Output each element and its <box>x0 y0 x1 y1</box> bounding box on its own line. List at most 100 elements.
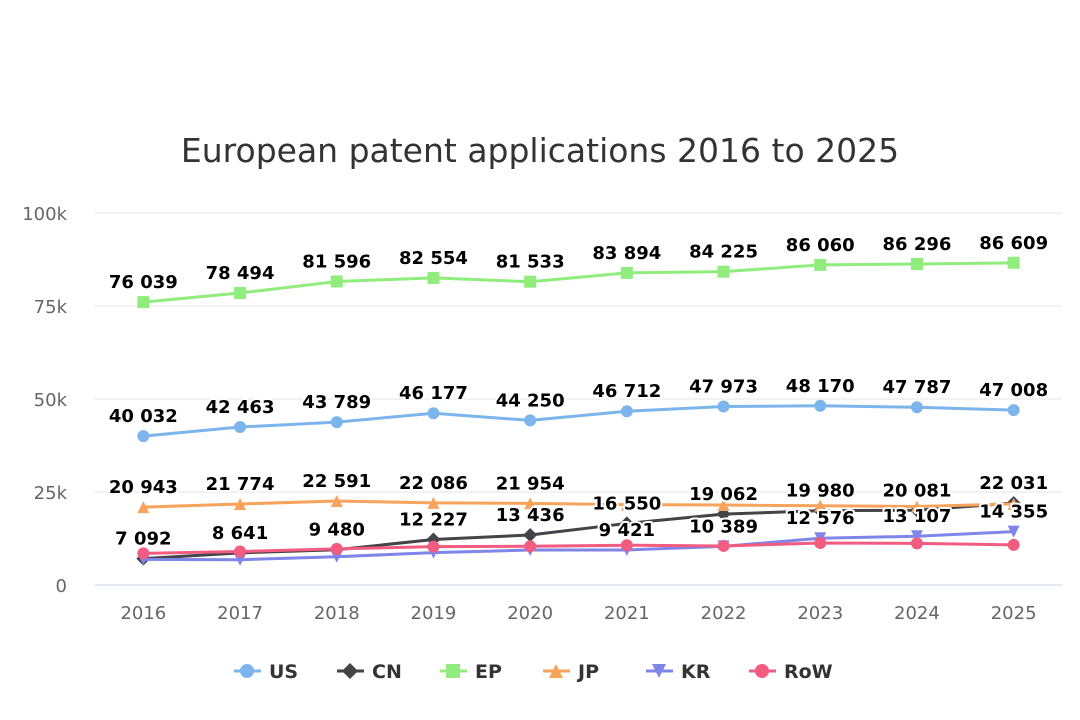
data-label-us: 43 789 <box>302 392 371 413</box>
legend-label: EP <box>475 661 502 683</box>
legend-label: US <box>269 661 298 683</box>
data-point-ep <box>524 275 537 288</box>
data-point-us <box>814 399 827 412</box>
data-label-ep: 76 039 <box>109 272 178 293</box>
y-tick-label: 25k <box>34 483 68 504</box>
x-tick-label: 2019 <box>411 603 457 624</box>
data-point-jp <box>234 498 247 511</box>
legend-marker-icon <box>755 664 769 678</box>
data-point-jp <box>1007 497 1020 510</box>
legend-marker-icon <box>240 664 254 678</box>
data-point-us <box>717 400 730 413</box>
chart-title: European patent applications 2016 to 202… <box>181 131 899 170</box>
data-label-ep: 86 609 <box>979 233 1048 254</box>
legend-marker-icon <box>342 663 358 679</box>
x-tick-label: 2021 <box>604 603 650 624</box>
series-row <box>137 536 1020 560</box>
data-label-us: 47 008 <box>979 380 1048 401</box>
grid <box>95 212 1062 586</box>
data-label-us: 44 250 <box>496 390 565 411</box>
y-tick-label: 0 <box>56 576 67 597</box>
x-tick-label: 2016 <box>120 603 166 624</box>
data-point-us <box>330 416 343 429</box>
legend[interactable]: US CN EP JP KR RoW <box>234 661 833 683</box>
data-label-ep: 86 296 <box>883 234 952 255</box>
data-label-jp: 21 774 <box>206 474 275 495</box>
series-line-jp <box>141 499 1016 509</box>
data-label-jp: 22 591 <box>302 471 371 492</box>
legend-item-kr[interactable]: KR <box>646 661 711 683</box>
data-label-cn: 19 062 <box>689 484 758 505</box>
legend-label: JP <box>576 661 599 683</box>
legend-item-us[interactable]: US <box>234 661 298 683</box>
y-tick-label: 50k <box>34 390 68 411</box>
series-line-kr <box>141 530 1016 562</box>
data-label-jp: 21 954 <box>496 473 565 494</box>
data-label-kr: 9 421 <box>599 520 655 541</box>
data-label-us: 46 712 <box>592 381 661 402</box>
data-point-us <box>137 430 150 443</box>
data-point-row <box>717 539 730 552</box>
data-point-row <box>524 540 537 553</box>
data-point-row <box>910 537 923 550</box>
data-label-cn: 16 550 <box>592 493 661 514</box>
data-label-us: 48 170 <box>786 376 855 397</box>
x-tick-label: 2023 <box>797 603 843 624</box>
data-point-jp <box>524 497 537 510</box>
data-label-us: 47 973 <box>689 377 758 398</box>
data-point-us <box>427 407 440 420</box>
data-label-cn: 19 980 <box>786 481 855 502</box>
data-label-cn: 22 031 <box>979 473 1048 494</box>
data-label-us: 42 463 <box>206 397 275 418</box>
data-point-row <box>330 542 343 555</box>
data-label-cn: 8 641 <box>212 523 268 544</box>
legend-item-jp[interactable]: JP <box>543 661 599 683</box>
data-label-ep: 81 533 <box>496 252 565 273</box>
series-group <box>136 256 1021 566</box>
x-tick-label: 2018 <box>314 603 360 624</box>
series-line-row <box>141 541 1016 555</box>
data-label-ep: 84 225 <box>689 242 758 263</box>
data-point-us <box>620 405 633 418</box>
data-point-ep <box>427 271 440 284</box>
data-label-kr: 13 107 <box>883 506 952 527</box>
data-point-ep <box>137 296 150 309</box>
data-label-cn: 9 480 <box>309 520 365 541</box>
data-point-us <box>524 414 537 427</box>
data-point-cn <box>523 528 538 543</box>
data-label-ep: 83 894 <box>592 243 661 264</box>
data-label-ep: 81 596 <box>302 251 371 272</box>
data-point-us <box>910 401 923 414</box>
data-point-jp <box>330 494 343 507</box>
legend-item-cn[interactable]: CN <box>337 661 402 683</box>
data-label-us: 40 032 <box>109 406 178 427</box>
data-point-ep <box>910 257 923 270</box>
data-point-ep <box>814 258 827 271</box>
data-label-cn: 13 436 <box>496 505 565 526</box>
x-tick-label: 2025 <box>991 603 1037 624</box>
data-label-kr: 12 576 <box>786 508 855 529</box>
data-point-jp <box>620 498 633 511</box>
legend-label: KR <box>681 661 711 683</box>
data-point-us <box>1007 404 1020 417</box>
x-axis: 2016 2017 2018 2019 2020 2021 2022 2023 2024 2025 <box>120 603 1036 624</box>
series-line-ep <box>141 261 1016 304</box>
data-label-ep: 86 060 <box>786 235 855 256</box>
data-point-row <box>234 545 247 558</box>
legend-label: RoW <box>784 661 833 683</box>
data-label-cn: 12 227 <box>399 510 468 531</box>
x-tick-label: 2020 <box>507 603 553 624</box>
legend-item-ep[interactable]: EP <box>440 661 502 683</box>
data-point-ep <box>234 287 247 300</box>
y-axis: 0 25k 50k 75k 100k <box>22 204 67 597</box>
legend-item-row[interactable]: RoW <box>749 661 833 683</box>
data-point-row <box>137 547 150 560</box>
data-point-row <box>427 540 440 553</box>
x-tick-label: 2024 <box>894 603 940 624</box>
legend-marker-icon <box>652 664 666 678</box>
data-point-row <box>620 539 633 552</box>
data-point-ep <box>620 266 633 279</box>
y-tick-label: 100k <box>22 204 67 225</box>
data-point-row <box>1007 538 1020 551</box>
data-label-us: 47 787 <box>883 377 952 398</box>
